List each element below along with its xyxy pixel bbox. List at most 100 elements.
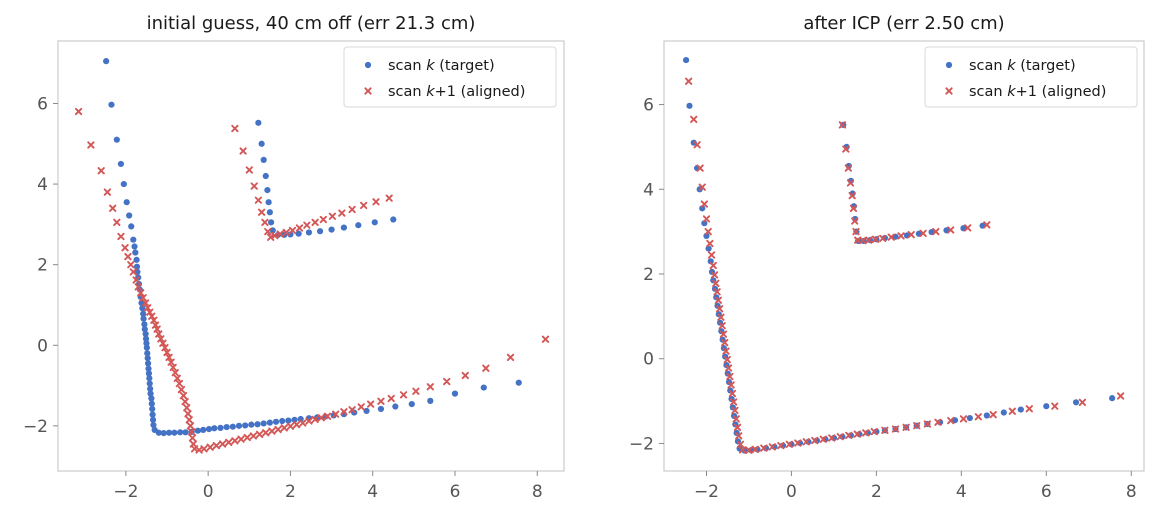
aligned-point (372, 198, 380, 206)
legend-label-target: scan k (target) (969, 58, 1076, 74)
target-point (142, 330, 149, 338)
target-point (267, 219, 275, 226)
aligned-point (865, 236, 873, 244)
aligned-point (853, 430, 861, 438)
y-tick-label: 4 (37, 175, 48, 195)
target-point (686, 102, 693, 109)
x-tick-label: −2 (113, 482, 138, 502)
plot-area (663, 40, 1145, 472)
target-point (123, 199, 130, 206)
target-point (408, 401, 415, 408)
aligned-point (731, 406, 739, 415)
aligned-point (736, 440, 745, 448)
target-point (200, 426, 207, 433)
target-point (150, 421, 157, 429)
aligned-point (292, 421, 301, 429)
aligned-point (811, 436, 819, 445)
aligned-point (185, 416, 193, 424)
target-point (242, 422, 249, 429)
target-point (177, 429, 184, 436)
aligned-point (879, 234, 887, 243)
target-point (328, 226, 335, 233)
aligned-point (412, 387, 420, 395)
aligned-point (157, 335, 165, 343)
aligned-point (842, 145, 850, 153)
x-tick-label: 8 (532, 482, 543, 502)
aligned-point (139, 294, 147, 302)
aligned-point (183, 404, 191, 412)
target-point (171, 429, 178, 436)
target-point (143, 344, 150, 351)
target-point (515, 379, 522, 386)
target-point (264, 187, 271, 194)
legend-box (924, 46, 1138, 108)
target-point (255, 119, 262, 126)
target-point (194, 427, 201, 434)
aligned-point (709, 261, 717, 270)
aligned-point (717, 313, 725, 321)
target-point (701, 220, 708, 227)
aligned-point (959, 415, 968, 423)
y-tick-label: 2 (37, 256, 48, 276)
aligned-point (295, 224, 304, 232)
aligned-point (721, 338, 729, 347)
aligned-point (735, 432, 743, 440)
x-tick-label: 0 (786, 482, 797, 502)
aligned-point (165, 353, 173, 362)
aligned-point (311, 415, 319, 424)
chart-title: after ICP (err 2.50 cm) (803, 13, 1004, 34)
aligned-point (1025, 405, 1033, 413)
aligned-point (129, 268, 137, 276)
aligned-point (387, 394, 395, 403)
legend-marker-target (364, 61, 372, 69)
aligned-point (482, 364, 490, 372)
legend-label-target: scan k (target) (388, 58, 495, 74)
aligned-point (127, 261, 135, 269)
aligned-point (132, 276, 140, 284)
aligned-point (254, 196, 262, 204)
chart-panel-2: after ICP (err 2.50 cm) −2 0 2 4 6 8 −2 0 2 4 6 scan… (629, 13, 1145, 502)
aligned-point (848, 191, 856, 200)
target-point (144, 355, 151, 362)
target-point (260, 420, 267, 427)
aligned-point (859, 236, 867, 245)
aligned-point (97, 167, 105, 175)
aligned-point (723, 355, 731, 364)
aligned-point (768, 443, 776, 451)
aligned-point (730, 398, 738, 406)
aligned-point (264, 227, 272, 236)
aligned-point (171, 369, 179, 377)
aligned-point (212, 441, 221, 450)
aligned-point (1008, 407, 1016, 415)
target-point (707, 258, 714, 265)
aligned-point (785, 440, 793, 448)
legend-marker-aligned (364, 87, 372, 95)
target-point (147, 385, 154, 392)
aligned-point (727, 381, 735, 389)
target-point (211, 425, 218, 432)
aligned-point (974, 413, 982, 421)
series-aligned (74, 107, 550, 454)
aligned-point (206, 443, 214, 451)
target-point (145, 365, 152, 372)
aligned-point (357, 403, 365, 411)
aligned-point (179, 391, 188, 400)
legend-marker-aligned (945, 87, 953, 95)
aligned-point (175, 379, 184, 388)
aligned-point (1078, 398, 1087, 407)
aligned-point (724, 364, 733, 372)
aligned-point (777, 441, 785, 450)
target-point (451, 390, 459, 397)
x-tick-label: 2 (285, 482, 296, 502)
target-point (108, 101, 115, 108)
aligned-point (137, 289, 145, 297)
aligned-point (541, 335, 550, 343)
aligned-point (819, 435, 827, 443)
aligned-point (698, 183, 706, 191)
aligned-point (239, 147, 247, 155)
target-point (295, 230, 302, 237)
target-point (217, 424, 224, 431)
aligned-point (280, 424, 288, 432)
y-tick-label: 2 (643, 265, 654, 285)
aligned-point (141, 299, 150, 307)
